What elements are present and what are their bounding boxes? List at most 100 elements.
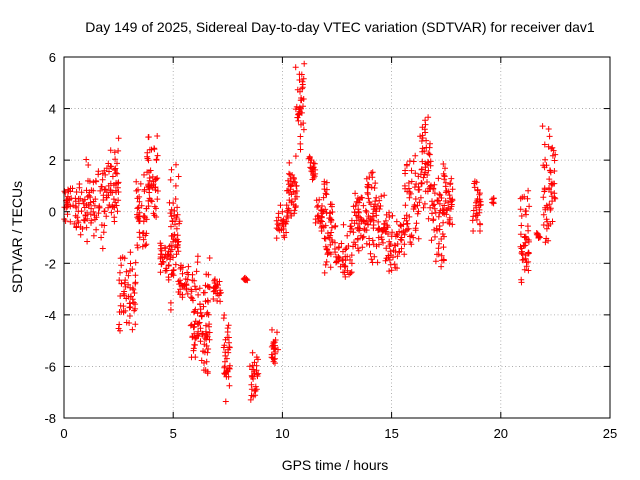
- data-point: [442, 189, 449, 196]
- data-point: [172, 221, 178, 228]
- data-point: [352, 241, 359, 248]
- data-point: [205, 311, 212, 318]
- data-point: [203, 358, 210, 365]
- data-point: [286, 197, 293, 204]
- data-point: [296, 71, 303, 78]
- data-point: [375, 218, 382, 225]
- data-point: [448, 198, 455, 205]
- data-point: [517, 243, 524, 250]
- data-point: [108, 209, 115, 216]
- data-point: [547, 169, 554, 176]
- data-point: [95, 210, 102, 217]
- data-point: [519, 194, 526, 201]
- data-point: [158, 261, 165, 268]
- data-point: [542, 239, 549, 246]
- data-point: [126, 313, 133, 319]
- data-point: [269, 355, 276, 361]
- data-point: [412, 225, 419, 232]
- data-point: [189, 333, 196, 340]
- data-point: [168, 166, 175, 173]
- data-point: [224, 367, 231, 374]
- data-point: [292, 153, 299, 160]
- data-point: [131, 307, 138, 314]
- data-point: [420, 174, 427, 181]
- data-point: [322, 190, 329, 197]
- data-point: [401, 241, 408, 248]
- data-point: [311, 160, 318, 167]
- data-point: [355, 206, 362, 213]
- data-point: [340, 248, 346, 255]
- data-point: [367, 250, 374, 257]
- data-point: [471, 184, 478, 191]
- data-point: [134, 195, 141, 202]
- data-point: [520, 242, 527, 249]
- y-axis-label: SDTVAR / TECUs: [9, 181, 25, 293]
- data-point: [135, 213, 142, 220]
- data-point: [366, 199, 373, 206]
- data-point: [317, 217, 324, 224]
- data-point: [518, 222, 525, 229]
- data-point: [368, 256, 375, 263]
- data-point: [193, 334, 200, 341]
- data-point: [223, 355, 230, 362]
- data-point: [292, 64, 299, 71]
- data-point: [243, 275, 250, 282]
- data-point: [203, 336, 210, 343]
- data-point: [436, 191, 443, 198]
- data-point: [300, 126, 307, 133]
- data-point: [118, 262, 125, 269]
- data-point: [389, 212, 396, 219]
- data-point: [376, 206, 383, 212]
- data-point: [67, 218, 74, 225]
- data-point: [327, 241, 334, 248]
- data-point: [333, 259, 339, 266]
- data-point: [300, 120, 307, 127]
- data-point: [332, 239, 338, 246]
- data-point: [297, 133, 304, 140]
- data-point: [85, 177, 91, 184]
- data-point: [202, 282, 209, 289]
- data-point: [446, 192, 453, 199]
- plot-frame: [63, 56, 611, 419]
- data-point: [423, 137, 430, 144]
- data-point: [541, 164, 548, 171]
- data-point: [247, 396, 254, 403]
- data-point: [144, 149, 151, 156]
- data-point: [184, 269, 191, 276]
- data-point: [323, 258, 330, 265]
- data-point: [442, 198, 449, 204]
- data-point: [356, 227, 363, 234]
- data-point: [534, 230, 541, 237]
- data-point: [321, 269, 328, 276]
- data-point: [90, 232, 97, 239]
- data-point: [115, 179, 122, 186]
- data-point: [477, 228, 483, 234]
- data-point: [185, 263, 192, 270]
- data-point: [151, 146, 158, 153]
- data-point: [283, 229, 290, 236]
- data-point: [276, 227, 283, 234]
- data-point: [83, 224, 90, 231]
- data-point: [111, 149, 118, 156]
- data-point: [422, 160, 429, 167]
- data-point: [430, 217, 437, 224]
- data-point: [435, 213, 442, 220]
- data-point: [386, 209, 392, 216]
- data-point: [393, 218, 400, 225]
- data-point: [375, 202, 381, 209]
- data-point: [402, 170, 409, 177]
- data-point: [401, 182, 408, 189]
- data-point: [427, 183, 434, 190]
- data-point: [300, 75, 307, 82]
- y-tick-label: 6: [49, 50, 56, 65]
- data-point: [439, 231, 446, 237]
- data-point: [418, 179, 425, 186]
- data-point: [92, 216, 98, 223]
- data-point: [321, 235, 328, 242]
- data-point: [191, 321, 198, 328]
- data-point: [431, 205, 438, 212]
- data-point: [223, 373, 230, 380]
- data-point: [132, 321, 139, 328]
- data-point: [78, 208, 85, 215]
